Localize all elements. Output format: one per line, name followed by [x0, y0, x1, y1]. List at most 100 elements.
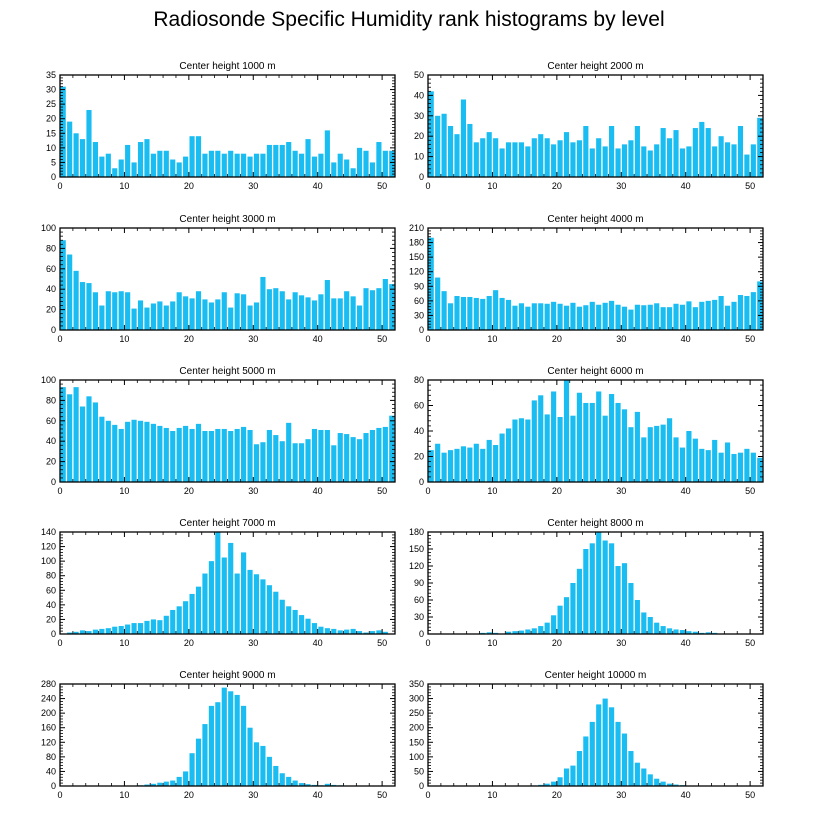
bar	[486, 132, 492, 177]
bar	[125, 144, 131, 177]
bar	[692, 128, 698, 177]
bar	[369, 429, 376, 482]
bar	[279, 441, 285, 482]
bar	[621, 733, 628, 786]
y-tick-label: 0	[419, 781, 424, 791]
bar	[667, 307, 673, 330]
bar	[105, 153, 111, 177]
bar	[563, 380, 570, 482]
bar	[596, 532, 602, 634]
bar	[163, 150, 169, 177]
bar	[208, 561, 214, 634]
bar	[369, 631, 376, 634]
x-tick-label: 40	[681, 334, 691, 344]
bar	[350, 437, 356, 482]
bar	[435, 115, 441, 177]
bar	[679, 447, 686, 482]
bar	[125, 292, 131, 330]
bar	[273, 435, 279, 482]
bar	[331, 628, 337, 634]
bar	[486, 296, 492, 330]
bar	[505, 142, 512, 177]
y-tick-label: 150	[409, 252, 424, 262]
bar	[667, 628, 673, 634]
panel-title: Center height 2000 m	[547, 61, 643, 72]
bar	[228, 150, 234, 177]
bar	[376, 630, 382, 634]
bar	[60, 86, 66, 177]
bar	[525, 146, 531, 177]
bar	[621, 144, 628, 177]
bar	[221, 428, 227, 482]
y-tick-label: 60	[414, 595, 424, 605]
bar	[538, 134, 544, 177]
bar	[221, 557, 227, 634]
bar	[376, 427, 382, 482]
x-tick-label: 20	[184, 638, 194, 648]
bar	[454, 134, 460, 177]
panel-2: Center height 2000 m 0 10 20 30 40 50 0 10 20 30 40…	[414, 61, 764, 191]
bar	[667, 418, 673, 482]
bar	[609, 543, 615, 634]
x-tick-label: 0	[57, 638, 62, 648]
bar	[628, 427, 634, 482]
bar	[163, 781, 169, 786]
x-tick-label: 10	[487, 181, 497, 191]
bar	[92, 402, 99, 482]
bar	[634, 126, 640, 177]
y-tick-label: 20	[46, 305, 56, 315]
bar	[699, 301, 705, 330]
bar	[318, 294, 324, 330]
x-tick-label: 30	[248, 638, 258, 648]
x-tick-label: 50	[377, 638, 387, 648]
bar	[260, 442, 266, 482]
x-tick-label: 20	[552, 334, 562, 344]
bar	[234, 428, 240, 482]
bar	[563, 305, 570, 330]
bar	[512, 305, 518, 330]
x-tick-label: 50	[377, 790, 387, 800]
bar	[105, 628, 111, 634]
bar	[628, 140, 634, 177]
bar	[628, 583, 634, 634]
bar	[131, 419, 137, 482]
bar	[305, 139, 311, 177]
bar	[311, 428, 318, 482]
y-tick-label: 200	[41, 708, 56, 718]
bar	[615, 566, 621, 634]
bar	[279, 773, 285, 786]
bar	[609, 126, 615, 177]
x-tick-label: 30	[616, 181, 626, 191]
bar	[131, 308, 137, 330]
bar	[557, 605, 563, 634]
y-tick-label: 300	[409, 694, 424, 704]
bar	[86, 631, 92, 634]
bar	[176, 606, 182, 634]
y-tick-label: 30	[46, 85, 56, 95]
bar	[137, 623, 144, 634]
bar	[369, 290, 376, 330]
bar	[628, 309, 634, 330]
bar	[60, 240, 66, 330]
bar	[137, 300, 144, 330]
x-tick-label: 50	[745, 486, 755, 496]
bar	[99, 305, 105, 330]
bar	[589, 721, 595, 786]
bar	[576, 568, 582, 634]
bar	[473, 142, 479, 177]
bar	[241, 552, 247, 634]
bar	[208, 302, 214, 330]
bar	[215, 532, 221, 634]
bar	[311, 623, 318, 634]
x-tick-label: 0	[57, 334, 62, 344]
bar	[583, 305, 589, 330]
bar	[99, 156, 105, 177]
y-tick-label: 50	[414, 70, 424, 80]
bar	[92, 629, 99, 634]
x-tick-label: 30	[616, 790, 626, 800]
bar	[609, 394, 615, 482]
bar	[544, 414, 550, 482]
bar	[337, 630, 343, 634]
bar	[512, 419, 518, 482]
bar	[125, 421, 131, 482]
